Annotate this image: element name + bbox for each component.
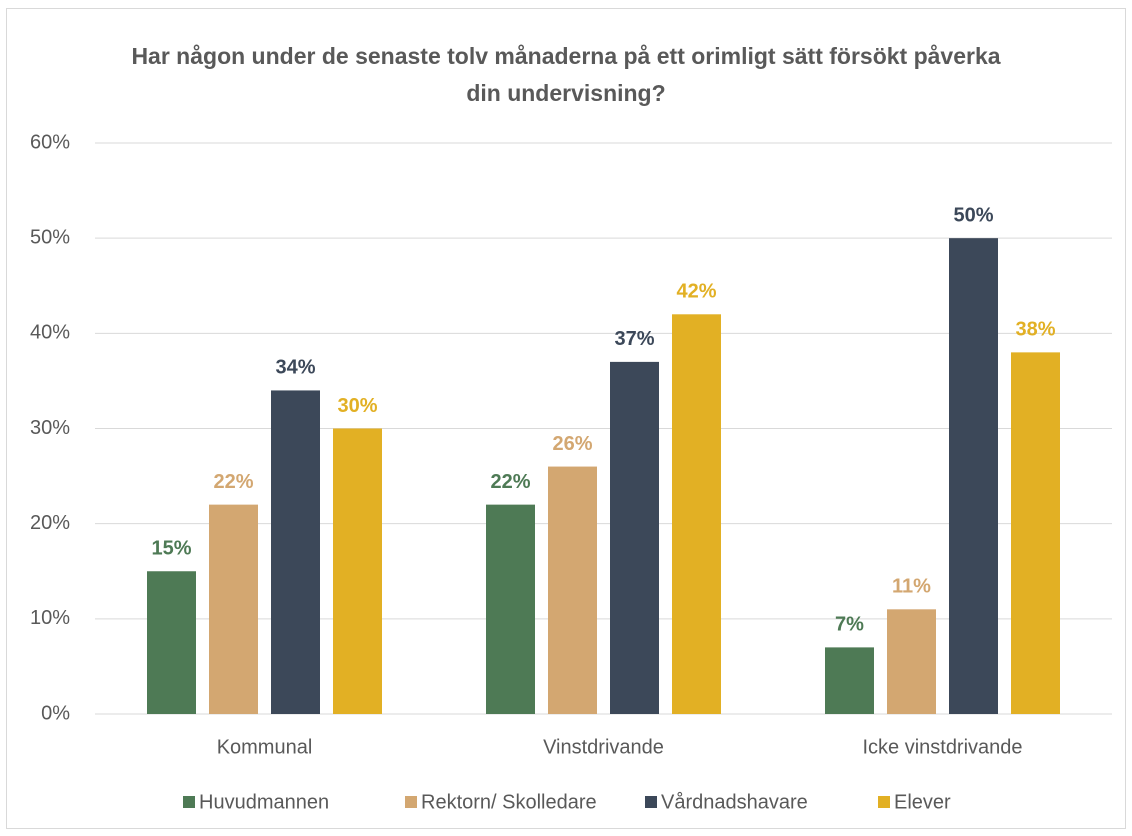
bar: [147, 571, 196, 714]
bar: [672, 314, 721, 714]
legend-marker: [878, 796, 890, 808]
data-label: 22%: [490, 471, 530, 493]
bar: [548, 466, 597, 714]
legend-marker: [645, 796, 657, 808]
data-label: 37%: [614, 328, 654, 350]
legend-label: Vårdnadshavare: [661, 791, 808, 813]
chart-title: Har någon under de senaste tolv månadern…: [131, 43, 1001, 106]
data-label: 15%: [151, 538, 191, 560]
x-tick-label: Kommunal: [217, 736, 313, 758]
data-label: 30%: [337, 395, 377, 417]
bar: [209, 504, 258, 714]
y-tick-label: 20%: [30, 512, 70, 534]
y-tick-label: 40%: [30, 322, 70, 344]
data-label: 11%: [892, 576, 931, 598]
bar: [949, 238, 998, 714]
data-label: 22%: [213, 471, 253, 493]
data-label: 34%: [275, 357, 315, 379]
data-label: 38%: [1015, 319, 1055, 341]
bar: [887, 609, 936, 714]
data-label: 50%: [953, 204, 993, 226]
bar: [610, 361, 659, 714]
bar: [271, 390, 320, 714]
legend-label: Rektorn/ Skolledare: [421, 791, 597, 813]
data-label: 26%: [552, 433, 592, 455]
bar: [1011, 352, 1060, 714]
data-label: 42%: [676, 281, 716, 303]
bar: [486, 504, 535, 714]
bar: [825, 647, 874, 714]
data-label: 7%: [835, 614, 864, 636]
legend-label: Huvudmannen: [199, 791, 329, 813]
y-tick-label: 0%: [41, 702, 70, 724]
y-tick-label: 50%: [30, 226, 70, 248]
y-tick-label: 60%: [30, 131, 70, 153]
legend-label: Elever: [894, 791, 951, 813]
y-tick-label: 10%: [30, 607, 70, 629]
x-tick-label: Icke vinstdrivande: [862, 736, 1022, 758]
legend-marker: [405, 796, 417, 808]
x-tick-label: Vinstdrivande: [543, 736, 664, 758]
bar: [333, 428, 382, 714]
legend-marker: [183, 796, 195, 808]
y-tick-label: 30%: [30, 417, 70, 439]
